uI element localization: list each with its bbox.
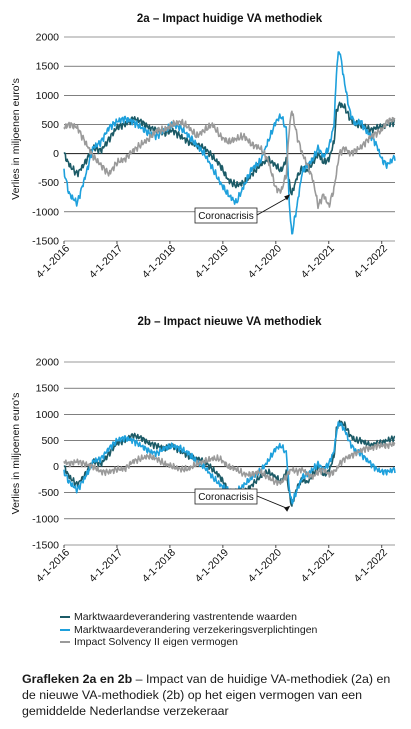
y-tick-label: -500 [38,487,59,499]
series-line-vastrentend [63,101,396,196]
y-tick-label: 0 [53,461,59,473]
annotation-arrowhead [284,194,291,201]
x-tick-label: 4-1-2022 [352,547,390,585]
annotation-arrow [256,495,289,510]
y-tick-label: 1000 [36,409,60,421]
annotation-box [194,207,258,224]
y-tick-label: 2000 [36,357,60,369]
legend-label: Marktwaardeverandering vastrentende waar… [74,611,297,623]
y-tick-label: 1000 [36,90,60,102]
legend-label: Marktwaardeverandering verzekeringsverpl… [74,623,318,636]
y-tick-label: -1500 [32,236,59,248]
y-tick-label: -1000 [32,513,59,525]
y-tick-label: -500 [38,177,59,189]
y-tick-label: 500 [41,435,59,447]
legend-swatch-verplichtingen [60,628,70,631]
chart-title: 2b – Impact nieuwe VA methodiek [137,316,322,328]
legend-item-verplichtingen: Marktwaardeverandering verzekeringsverpl… [60,624,317,637]
legend-swatch-vastrentend [60,616,70,619]
x-tick-label: 4-1-2020 [246,547,284,585]
chart-panel-2a: 2a – Impact huidige VA methodiek 2000 1500… [10,13,396,281]
legend-item-vastrentend: Marktwaardeverandering vastrentende waar… [60,611,317,624]
y-axis-label: Verlies in miljoenen euro's [10,393,22,515]
annotation-label: Coronacrisis [198,211,254,222]
annotation-label: Coronacrisis [198,492,254,503]
legend-label: Impact Solvency II eigen vermogen [74,636,239,648]
x-tick-label: 4-1-2017 [87,243,125,281]
legend-swatch-solvency [60,641,70,644]
caption-text: – Impact van de huidige VA-methodiek (2a… [22,672,391,718]
x-tick-label: 4-1-2016 [34,547,72,585]
x-tick-label: 4-1-2022 [352,243,390,281]
x-tick-label: 4-1-2016 [34,243,72,281]
y-tick-label: 2000 [36,32,60,44]
x-tick-label: 4-1-2019 [193,243,231,281]
x-tick-label: 4-1-2018 [140,243,178,281]
series-line-verplichtingen [63,51,396,235]
annotation-arrow [256,196,289,216]
y-tick-label: -1000 [32,206,59,218]
figure-caption: Grafleken 2a en 2b – Impact van de huidi… [22,671,402,719]
y-tick-label: 500 [41,119,59,131]
y-tick-label: 1500 [36,61,60,73]
x-tick-label: 4-1-2019 [193,547,231,585]
annotation-box [194,488,258,505]
y-axis-label: Verlies in miljoenen euro's [10,78,22,200]
y-tick-label: 1500 [36,383,60,395]
x-tick-label: 4-1-2021 [299,243,337,281]
caption-bold: Grafleken 2a en 2b [22,672,133,686]
legend: Marktwaardeverandering vastrentende waar… [60,611,317,649]
x-tick-label: 4-1-2021 [299,547,337,585]
y-tick-label: 0 [53,148,59,160]
series-line-solvency [63,110,396,210]
chart-panel-2b: 2b – Impact nieuwe VA methodiek 2000 1500 1… [10,316,396,585]
chart-title: 2a – Impact huidige VA methodiek [137,13,323,25]
series-line-solvency [63,441,396,487]
legend-item-solvency: Impact Solvency II eigen vermogen [60,636,317,649]
x-tick-label: 4-1-2017 [87,547,125,585]
y-tick-label: -1500 [32,540,59,552]
x-tick-label: 4-1-2020 [246,243,284,281]
annotation-arrowhead [284,505,291,512]
x-tick-label: 4-1-2018 [140,547,178,585]
